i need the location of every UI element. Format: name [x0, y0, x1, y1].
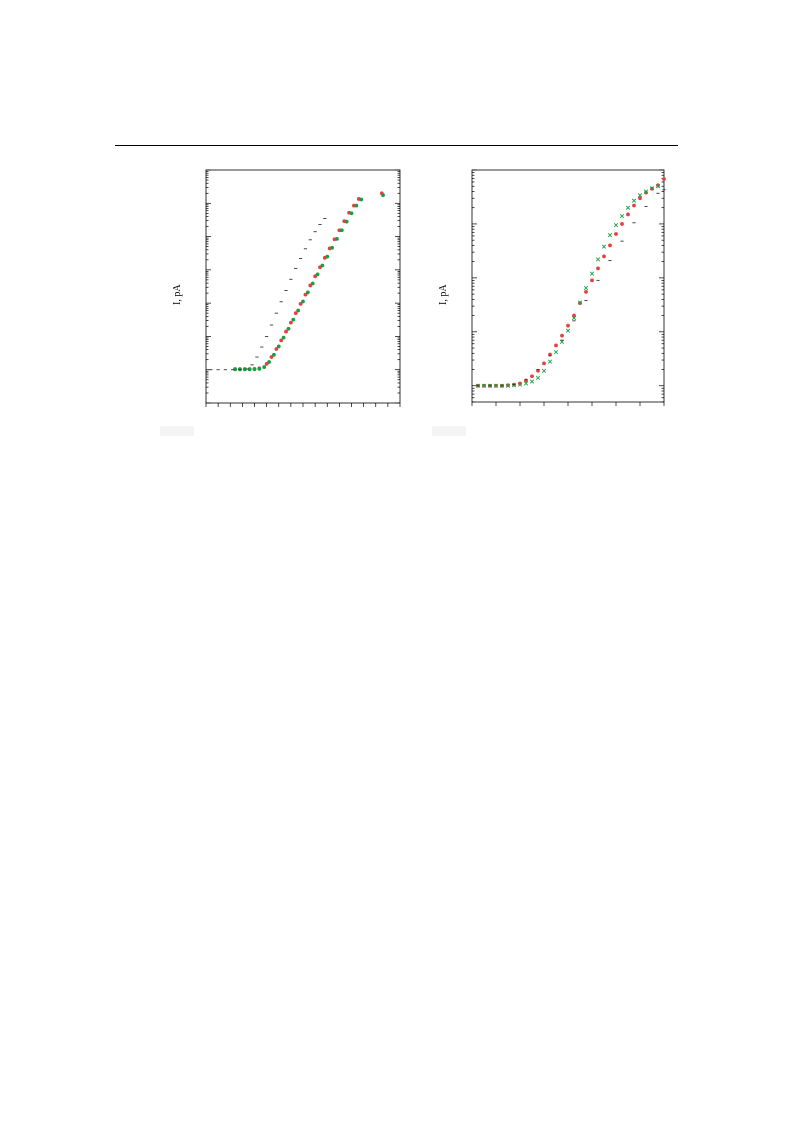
data-point — [596, 266, 600, 271]
data-point — [517, 382, 523, 387]
data-point — [590, 278, 594, 283]
data-point — [631, 198, 637, 203]
data-point — [276, 344, 281, 349]
data-point — [291, 317, 296, 322]
data-point — [626, 212, 630, 217]
data-point — [541, 368, 547, 373]
data-point — [310, 281, 315, 286]
data-point — [559, 339, 565, 345]
data-point — [493, 383, 499, 388]
data-point — [656, 183, 660, 188]
data-point — [247, 367, 252, 372]
data-point — [542, 361, 546, 366]
data-point — [607, 233, 613, 238]
data-point — [242, 367, 247, 372]
data-point — [566, 323, 570, 328]
data-point — [530, 374, 534, 379]
data-point — [602, 254, 606, 259]
faint-stamp — [160, 426, 194, 436]
data-point — [274, 347, 279, 351]
data-point — [296, 308, 301, 313]
data-point — [578, 301, 582, 306]
data-point — [344, 219, 349, 224]
data-point — [381, 193, 385, 198]
data-point — [565, 328, 571, 333]
data-point — [529, 379, 535, 384]
data-point — [644, 190, 648, 195]
data-point — [655, 184, 661, 189]
data-point — [511, 383, 517, 388]
data-point — [267, 360, 271, 364]
data-point — [535, 375, 541, 380]
header-rule — [115, 145, 678, 146]
chart-panel-left: I, pA — [160, 160, 440, 440]
data-point — [272, 352, 276, 357]
data-point — [359, 197, 364, 202]
data-point — [330, 245, 334, 250]
chart-right-plot — [471, 169, 666, 406]
data-point — [298, 301, 303, 306]
data-point — [637, 193, 643, 198]
data-point — [583, 285, 589, 291]
data-point — [505, 383, 511, 388]
data-point — [315, 272, 320, 277]
data-point — [523, 381, 529, 386]
data-point — [553, 350, 559, 355]
data-point — [301, 299, 305, 304]
data-point — [262, 365, 267, 369]
chart-panel-right: I, pA — [430, 160, 710, 440]
data-point — [595, 257, 601, 262]
data-point — [279, 338, 284, 343]
chart-left-plot — [205, 169, 401, 407]
data-point — [233, 367, 237, 372]
data-point — [293, 311, 298, 316]
data-point — [481, 383, 487, 388]
data-point — [619, 213, 625, 219]
data-point — [303, 292, 308, 297]
data-point — [625, 205, 631, 210]
data-point — [560, 333, 564, 338]
data-point — [601, 244, 607, 249]
data-point — [305, 290, 310, 295]
data-point — [620, 222, 624, 226]
data-point — [614, 232, 618, 236]
data-point — [257, 366, 262, 371]
data-point — [577, 300, 583, 305]
data-point — [589, 271, 595, 276]
data-point — [269, 355, 274, 359]
data-point — [335, 237, 339, 241]
data-point — [608, 243, 612, 248]
data-point — [649, 186, 655, 191]
data-point — [643, 189, 649, 194]
data-point — [518, 381, 522, 386]
data-point — [547, 359, 553, 364]
data-point — [638, 196, 642, 201]
data-point — [252, 367, 257, 372]
data-point — [325, 254, 330, 259]
data-point — [354, 203, 359, 208]
data-point — [320, 263, 325, 268]
data-point — [554, 343, 558, 348]
data-point — [286, 326, 291, 331]
data-point — [571, 315, 577, 321]
data-point — [288, 320, 293, 325]
data-point — [584, 289, 588, 294]
faint-stamp — [432, 426, 466, 436]
data-point — [662, 177, 666, 181]
data-point — [349, 211, 354, 216]
data-point — [613, 223, 619, 228]
data-point — [284, 329, 288, 334]
data-point — [281, 335, 286, 340]
data-point — [632, 203, 636, 208]
data-point — [339, 228, 344, 233]
